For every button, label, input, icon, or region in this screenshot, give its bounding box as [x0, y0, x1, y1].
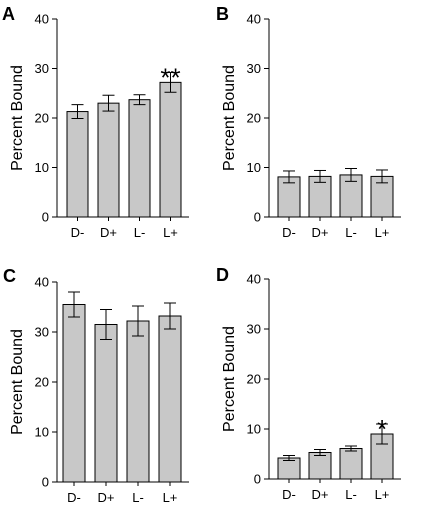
significance-marker: ** [160, 62, 180, 92]
bar-L+ [159, 81, 182, 218]
y-tick-label: 10 [35, 425, 49, 440]
bar-D- [277, 457, 301, 480]
error-bar-D- [283, 455, 295, 461]
x-tick-label: D+ [312, 487, 329, 502]
y-axis-label: Percent Bound [221, 326, 238, 432]
y-tick-label: 0 [254, 472, 261, 487]
x-tick-label: D- [282, 225, 296, 240]
y-tick-label: 30 [247, 61, 261, 76]
bar-L- [126, 320, 150, 483]
bar-D+ [94, 324, 118, 483]
x-tick-label: L+ [375, 487, 390, 502]
y-tick-label: 30 [35, 61, 49, 76]
error-bar-D- [283, 170, 295, 184]
error-bar-L- [133, 94, 146, 106]
bar-L- [339, 448, 363, 480]
y-axis-label: Percent Bound [9, 329, 26, 435]
panel-label-a: A [2, 4, 15, 24]
x-tick-label: L- [345, 487, 357, 502]
y-tick-label: 10 [247, 422, 261, 437]
x-tick-label: D+ [100, 225, 117, 240]
y-tick-label: 20 [35, 111, 49, 126]
panel-label-d: D [216, 265, 229, 285]
x-tick-label: D+ [98, 490, 115, 505]
error-bar-D+ [314, 169, 326, 183]
y-tick-label: 0 [254, 210, 261, 225]
y-tick-label: 0 [42, 210, 49, 225]
error-bar-L+ [376, 423, 388, 445]
x-tick-label: D- [67, 490, 81, 505]
x-tick-label: L+ [375, 225, 390, 240]
y-axis-label: Percent Bound [9, 65, 26, 171]
bar-L- [128, 99, 151, 218]
error-bar-L- [345, 167, 357, 182]
x-tick-label: L- [345, 225, 357, 240]
x-tick-label: L- [132, 490, 144, 505]
y-tick-label: 10 [247, 160, 261, 175]
significance-marker: * [377, 414, 387, 444]
panel-c: C Percent Bound 0 10 20 30 40 D- D+ L- L+ [3, 266, 189, 505]
y-tick-label: 40 [35, 12, 49, 27]
error-bar-D+ [314, 449, 326, 456]
y-tick-label: 20 [247, 372, 261, 387]
error-bar-L+ [164, 71, 177, 93]
panel-label-c: C [3, 266, 16, 286]
y-tick-label: 20 [35, 375, 49, 390]
bar-D+ [97, 102, 120, 218]
error-bar-D+ [100, 309, 112, 340]
panel-label-b: B [216, 4, 229, 24]
x-tick-label: D+ [312, 225, 329, 240]
error-bar-D+ [102, 94, 115, 112]
bar-L+ [158, 315, 182, 483]
error-bar-L+ [164, 302, 176, 330]
bar-D- [62, 304, 86, 483]
y-tick-label: 40 [247, 272, 261, 287]
error-bar-D- [68, 291, 80, 318]
y-tick-label: 30 [247, 322, 261, 337]
panel-a: A Percent Bound 0 10 20 30 40 D- D+ L- L+ ** [2, 4, 189, 240]
error-bar-L+ [376, 169, 388, 184]
y-tick-label: 40 [35, 275, 49, 290]
y-tick-label: 30 [35, 325, 49, 340]
y-tick-label: 40 [247, 12, 261, 27]
panel-b: B Percent Bound 0 10 20 30 40 D- D+ L- L+ [216, 4, 401, 240]
x-tick-label: D- [71, 225, 85, 240]
y-tick-label: 20 [247, 111, 261, 126]
error-bar-L- [345, 445, 357, 452]
y-tick-label: 0 [42, 475, 49, 490]
x-tick-label: L- [134, 225, 146, 240]
error-bar-L- [132, 305, 144, 337]
x-tick-label: L+ [163, 225, 178, 240]
bar-D- [66, 111, 89, 218]
panel-d: D Percent Bound 0 10 20 30 40 D- D+ L- L+ * [216, 265, 401, 502]
x-tick-label: L+ [163, 490, 178, 505]
bar-D+ [308, 452, 332, 480]
y-axis-label: Percent Bound [221, 65, 238, 171]
y-tick-label: 10 [35, 160, 49, 175]
error-bar-D- [71, 104, 84, 119]
x-tick-label: D- [282, 487, 296, 502]
